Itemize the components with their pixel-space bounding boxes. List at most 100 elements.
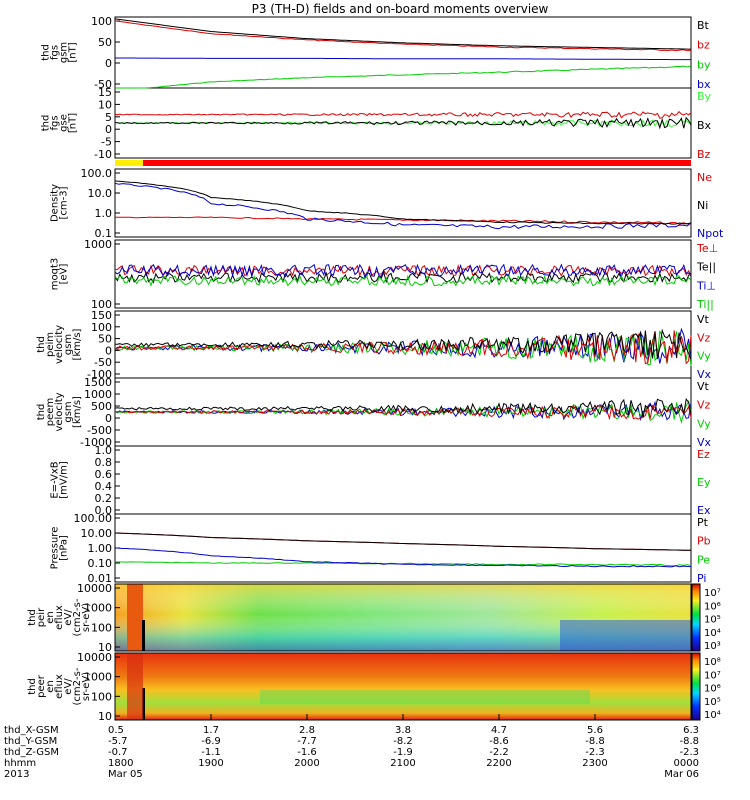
y-tick-label: -5: [101, 136, 112, 149]
trace-Tiperp: [114, 263, 692, 279]
footer-value: Mar 05: [108, 769, 143, 780]
footer-value: -5.7: [108, 736, 128, 747]
footer-value: 2300: [582, 758, 607, 769]
y-axis-label-line: [eV]: [59, 264, 70, 285]
series-Pb: [114, 532, 692, 551]
y-tick-label: 150: [91, 309, 112, 322]
footer-value: 3.8: [395, 725, 411, 736]
footer-value: -6.9: [201, 736, 221, 747]
panel-7: 1.00.80.60.40.20.0 E=-VxB[mV/m] Ez Ey Ex: [50, 444, 711, 517]
legend-Vt: Vt: [697, 380, 710, 393]
y-axis-label: E=-VxB[mV/m]: [50, 461, 70, 499]
legend-Vy: Vy: [697, 350, 711, 363]
footer-value: 1900: [198, 758, 223, 769]
y-axis-label-line: Density: [50, 184, 61, 222]
series-by: [115, 65, 692, 89]
legend-By: By: [697, 90, 712, 103]
y-axis-label-line: thd: [41, 115, 52, 132]
y-axis-label-line: [nT]: [68, 113, 79, 133]
colorbar-label: 10⁷: [704, 670, 721, 681]
footer-row-label: thd_X-GSM: [4, 725, 59, 736]
y-tick-label: 10: [98, 710, 112, 723]
legend-Te||: Te||: [696, 261, 716, 274]
footer-row-label: hhmm: [4, 758, 36, 769]
y-tick-label: 10000: [77, 582, 112, 595]
y-axis-label-line: [nT]: [68, 42, 79, 62]
y-tick-label: 0: [105, 344, 112, 357]
y-tick-label: -50: [94, 78, 112, 91]
y-tick-label: 1000: [84, 671, 112, 684]
y-tick-label: 0: [105, 412, 112, 425]
y-tick-label: 0: [105, 57, 112, 70]
footer-value: 1.7: [203, 725, 219, 736]
electron-spectrogram: [115, 653, 691, 720]
y-tick-label: 0.8: [95, 456, 113, 469]
footer-row-label: thd_Y-GSM: [4, 736, 57, 747]
legend-Ni: Ni: [697, 199, 708, 212]
y-tick-label: 100: [91, 321, 112, 334]
y-tick-label: -50: [94, 356, 112, 369]
ion-spectrogram: [115, 584, 691, 651]
footer-value: 2200: [486, 758, 511, 769]
y-tick-label: -100: [87, 368, 112, 381]
panel-frame: [114, 239, 692, 309]
trace-Vz-i: [114, 330, 692, 365]
y-tick-label: 0.2: [95, 492, 113, 505]
legend-Ex: Ex: [697, 504, 711, 517]
y-tick-label: -1000: [80, 436, 112, 449]
legend-bz: bz: [697, 39, 710, 52]
trace-Bz: [114, 110, 692, 119]
y-axis-label-line: E=-VxB: [50, 461, 61, 498]
y-tick-label: 0.1: [95, 227, 113, 240]
y-axis-label-line: sr-eV): [81, 603, 92, 632]
panel-10: 10000 1000 100 10 thdpeerenefluxeV/(cm2-s-sr…: [27, 651, 721, 723]
colorbar-label: 10⁸: [704, 657, 721, 668]
y-tick-label: 1000: [84, 602, 112, 615]
legend-Bx: Bx: [697, 119, 712, 132]
y-axis-label-line: peir: [36, 607, 47, 627]
y-axis-label-line: eflux: [54, 605, 65, 630]
footer-value: 2.8: [299, 725, 315, 736]
series-Ni: [114, 180, 692, 225]
footer-value: 2000: [294, 758, 319, 769]
y-tick-label: 0: [105, 123, 112, 136]
y-tick-label: 15: [98, 86, 112, 99]
y-tick-label: 1500: [84, 376, 112, 389]
footer-value: 5.6: [587, 725, 603, 736]
y-tick-label: 100: [91, 690, 112, 703]
y-tick-label: 1000: [84, 388, 112, 401]
y-axis-label-line: gsm: [63, 401, 74, 422]
series-Bt: [114, 18, 691, 50]
y-axis-label-line: Pressure: [50, 527, 61, 570]
footer-value: -1.9: [393, 747, 413, 758]
trace-Vz-e: [115, 404, 692, 421]
y-tick-label: 100: [91, 621, 112, 634]
y-axis-label-line: gsm: [59, 42, 70, 63]
footer-row-label: 2013: [4, 769, 29, 780]
y-axis-label: moqt3[eV]: [50, 258, 70, 291]
series-Pt: [114, 532, 692, 551]
y-tick-label: 100: [91, 298, 112, 311]
footer-value: -8.6: [489, 736, 509, 747]
legend-Ne: Ne: [697, 171, 712, 184]
panel-frame: [114, 310, 692, 379]
y-axis-label-line: eV/: [63, 678, 74, 695]
footer-value: 6.3: [683, 725, 699, 736]
series-Npot: [114, 182, 692, 230]
footer-value: Mar 06: [664, 769, 699, 780]
y-axis-label-line: gsm: [63, 334, 74, 355]
y-tick-label: -500: [87, 424, 112, 437]
y-tick-label: -10: [94, 148, 112, 161]
y-tick-label: 0.10: [88, 557, 113, 570]
series-Ne: [115, 216, 692, 225]
panel-frame: [114, 16, 692, 89]
ion-colorbar: [691, 583, 701, 652]
y-axis-label-line: thd: [36, 404, 47, 421]
y-tick-label: 0.6: [95, 468, 113, 481]
legend-Bz: Bz: [697, 148, 711, 161]
y-axis-label-line: thd: [27, 678, 38, 695]
trace-Bx: [114, 116, 692, 130]
